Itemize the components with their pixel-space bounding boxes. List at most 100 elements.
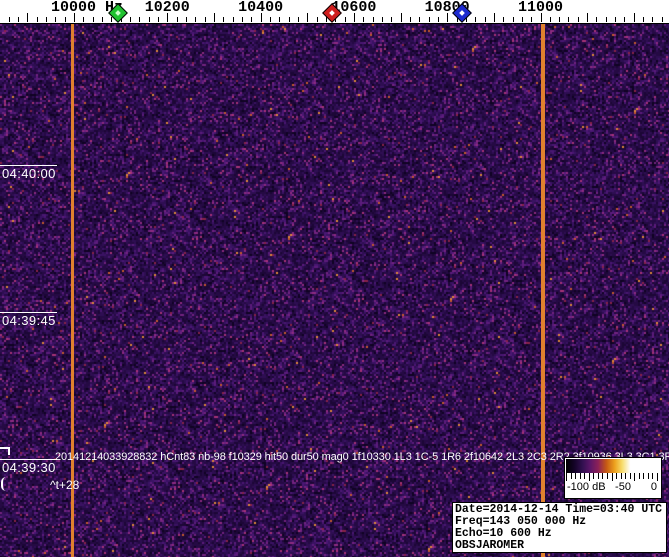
ruler-tick bbox=[204, 17, 206, 22]
event-bracket-bottom bbox=[1, 477, 9, 491]
ruler-tick bbox=[269, 17, 271, 22]
colorbar-tick bbox=[621, 473, 622, 479]
time-tick-line bbox=[0, 459, 57, 460]
ruler-tick bbox=[549, 17, 551, 22]
time-label: 04:39:45 bbox=[2, 313, 56, 328]
ruler-tick bbox=[297, 17, 299, 22]
colorbar-tick bbox=[602, 473, 603, 479]
ruler-tick bbox=[419, 17, 421, 22]
event-bracket-top bbox=[0, 447, 10, 455]
colorbar-tick bbox=[607, 473, 608, 479]
ruler-tick bbox=[587, 13, 589, 22]
ruler-tick bbox=[596, 17, 598, 22]
time-cursor-label: ^t+28 bbox=[50, 478, 80, 492]
colorbar-tick bbox=[566, 473, 567, 481]
meteor-event-data-text: 20141214033928832 hCnt83 nb-98 f10329 hi… bbox=[55, 451, 669, 463]
info-observer: OBSJAROMER bbox=[455, 539, 525, 552]
ruler-tick bbox=[260, 13, 262, 22]
ruler-tick bbox=[46, 17, 47, 22]
ruler-tick bbox=[344, 17, 346, 22]
ruler-tick bbox=[213, 13, 215, 22]
colorbar-min-label: -100 dB bbox=[567, 481, 606, 493]
ruler-tick bbox=[633, 13, 635, 22]
ruler-label-10000: 10000 Hz bbox=[50, 0, 124, 16]
ruler-tick bbox=[503, 17, 505, 22]
ruler-tick bbox=[139, 17, 141, 22]
ruler-tick bbox=[185, 17, 187, 22]
colorbar-tick bbox=[589, 473, 590, 481]
frequency-ruler: 10000 Hz 10200 10400 10600 10800 11000 bbox=[0, 0, 669, 24]
colorbar-tick bbox=[630, 473, 631, 479]
ruler-tick bbox=[521, 17, 523, 22]
ruler-tick bbox=[316, 17, 318, 22]
colorbar-mid-label: -50 bbox=[615, 481, 631, 493]
ruler-tick bbox=[493, 13, 495, 22]
ruler-tick bbox=[64, 17, 66, 22]
colorbar-tick bbox=[571, 473, 572, 479]
ruler-tick bbox=[437, 17, 439, 22]
ruler-tick bbox=[325, 17, 327, 22]
ruler-tick bbox=[8, 17, 10, 22]
ruler-tick bbox=[101, 17, 103, 22]
info-date-time: Date=2014-12-14 Time=03:40 UTC bbox=[455, 503, 663, 516]
time-tick-line bbox=[0, 312, 57, 313]
ruler-tick bbox=[484, 17, 486, 22]
colorbar-tick bbox=[575, 473, 576, 479]
ruler-tick bbox=[74, 13, 75, 22]
ruler-tick bbox=[540, 13, 542, 22]
ruler-label-10600: 10600 bbox=[331, 0, 377, 16]
ruler-tick bbox=[605, 17, 607, 22]
ruler-tick bbox=[531, 17, 533, 22]
ruler-tick bbox=[372, 17, 374, 22]
ruler-tick bbox=[241, 17, 243, 22]
ruler-tick bbox=[251, 17, 253, 22]
ruler-tick bbox=[232, 17, 234, 22]
colorbar-tick bbox=[598, 473, 599, 479]
colorbar-ticks bbox=[566, 473, 658, 481]
colorbar-tick bbox=[634, 473, 635, 481]
ruler-tick bbox=[167, 13, 169, 22]
colorbar-tick bbox=[648, 473, 649, 479]
time-tick-line bbox=[0, 165, 57, 166]
colorbar-tick bbox=[584, 473, 585, 479]
colorbar-tick bbox=[616, 473, 617, 479]
ruler-tick bbox=[577, 17, 579, 22]
ruler-tick bbox=[27, 13, 29, 22]
ruler-tick bbox=[18, 17, 20, 22]
colorbar-tick bbox=[657, 473, 658, 481]
ruler-tick bbox=[176, 17, 178, 22]
band-edge-line-right bbox=[541, 18, 545, 557]
ruler-tick bbox=[335, 17, 337, 22]
colorbar-tick bbox=[639, 473, 640, 479]
ruler-tick bbox=[55, 17, 57, 22]
ruler-tick bbox=[157, 17, 159, 22]
db-colorbar: -100 dB -50 0 bbox=[564, 457, 662, 499]
band-edge-line-left bbox=[71, 18, 74, 557]
ruler-tick bbox=[512, 17, 514, 22]
ruler-tick bbox=[465, 17, 467, 22]
red-diamond-marker-core bbox=[329, 10, 335, 16]
ruler-tick bbox=[624, 17, 626, 22]
colorbar-tick bbox=[612, 473, 613, 481]
colorbar-tick bbox=[643, 473, 644, 479]
ruler-tick bbox=[279, 17, 281, 22]
ruler-tick bbox=[409, 17, 411, 22]
ruler-tick bbox=[111, 17, 113, 22]
colorbar-tick bbox=[580, 473, 581, 479]
colorbar-labels: -100 dB -50 0 bbox=[566, 481, 658, 495]
colorbar-max-label: 0 bbox=[650, 481, 657, 493]
ruler-tick bbox=[381, 17, 383, 22]
ruler-tick bbox=[391, 17, 393, 22]
ruler-tick bbox=[661, 17, 663, 22]
ruler-tick bbox=[83, 17, 85, 22]
info-frequency: Freq=143 050 000 Hz bbox=[455, 515, 587, 528]
ruler-tick bbox=[652, 17, 654, 22]
ruler-tick bbox=[195, 17, 197, 22]
station-info-box: Date=2014-12-14 Time=03:40 UTC Freq=143 … bbox=[452, 502, 667, 553]
ruler-tick bbox=[559, 17, 561, 22]
ruler-tick bbox=[475, 17, 477, 22]
ruler-label-10200: 10200 bbox=[144, 0, 190, 16]
ruler-label-11000: 11000 bbox=[517, 0, 564, 16]
spectrogram-waterfall bbox=[0, 24, 669, 557]
ruler-tick bbox=[615, 17, 617, 22]
